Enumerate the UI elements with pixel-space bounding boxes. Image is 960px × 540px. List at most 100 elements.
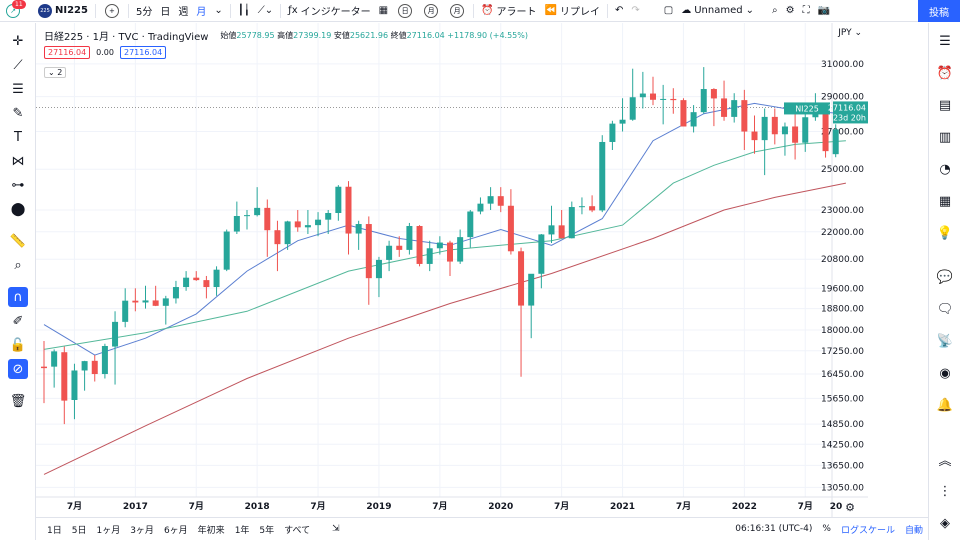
indicators-button[interactable]: ƒx インジケーター — [284, 0, 374, 22]
bid-ask-row: 27116.04 0.00 27116.04 — [44, 46, 167, 59]
zoom-icon[interactable]: ⌕ — [14, 257, 22, 273]
candle — [690, 105, 697, 133]
candle — [721, 80, 728, 121]
interval-month[interactable]: 月 — [196, 7, 207, 18]
candle-body — [497, 196, 504, 206]
percent-scale-toggle[interactable]: % — [822, 524, 831, 534]
log-scale-toggle[interactable]: ログスケール — [840, 525, 895, 536]
collapse-icon[interactable]: ︽ — [938, 453, 952, 469]
compare-month2-button[interactable]: 月 — [444, 0, 470, 22]
compare-month-button[interactable]: 月 — [418, 0, 444, 22]
range-5d[interactable]: 5日 — [71, 525, 87, 536]
replay-button[interactable]: ⏪ リプレイ — [541, 0, 604, 22]
ideas-icon[interactable]: 💡 — [936, 225, 954, 241]
dom-icon[interactable]: ⋮ — [938, 483, 952, 499]
shapes-icon[interactable]: ⬤ — [10, 201, 26, 217]
calendar-icon[interactable]: ▦ — [938, 193, 952, 209]
search-button[interactable]: ⌕ — [768, 0, 782, 22]
axis-settings-gear-icon[interactable]: ⚙ — [845, 501, 855, 514]
candle-body — [447, 242, 453, 262]
candle-body — [741, 100, 748, 132]
chat-icon[interactable]: 💬 — [936, 269, 954, 285]
candle — [223, 229, 230, 272]
time-tick-label: 2017 — [123, 502, 148, 512]
text-icon[interactable]: T — [14, 129, 22, 145]
calendar-clock-icon[interactable]: ◔ — [939, 161, 951, 177]
crosshair-icon[interactable]: ✛ — [12, 33, 24, 49]
symbol-search-button[interactable]: 225 NI225 — [34, 0, 92, 22]
trash-icon[interactable]: 🗑 — [9, 393, 27, 409]
hide-drawings-icon[interactable]: ⊘ — [8, 359, 28, 379]
chart-type-button[interactable]: ⟋⌄ — [254, 0, 277, 22]
candlestick-chart[interactable]: 31000.00 29000.00 27000.00 25000.00 23000.00… — [36, 23, 868, 517]
goto-date-icon[interactable]: ⇲ — [332, 524, 340, 534]
bid-price[interactable]: 27116.04 — [44, 46, 91, 59]
chart-pane[interactable]: 31000.00 29000.00 27000.00 25000.00 23000.00… — [36, 23, 868, 517]
interval-week[interactable]: 週 — [178, 7, 189, 18]
fullscreen-select-button[interactable]: ▢ — [660, 0, 677, 22]
alerts-icon[interactable]: ⏰ — [936, 65, 954, 81]
range-1y[interactable]: 1年 — [234, 525, 250, 536]
range-1d[interactable]: 1日 — [47, 525, 62, 536]
brush-icon[interactable]: ✎ — [12, 105, 24, 121]
indicators-toggle[interactable]: ⌄ 2 — [44, 67, 67, 78]
broadcast-icon[interactable]: ◉ — [939, 365, 951, 381]
undo-button[interactable]: ↶ — [611, 0, 627, 22]
grid-icon: ▦ — [378, 5, 389, 16]
bar-style-button[interactable]: ┃╽ — [234, 0, 254, 22]
add-symbol-button[interactable]: + — [99, 0, 125, 22]
candle-body — [467, 211, 474, 238]
candle — [142, 285, 149, 309]
range-1m[interactable]: 1ヶ月 — [96, 525, 121, 536]
watchlist-icon[interactable]: ☰ — [939, 33, 951, 49]
redo-button[interactable]: ↷ — [627, 0, 643, 22]
templates-button[interactable]: ▦ — [375, 0, 392, 22]
clock-time[interactable]: 06:16:31 (UTC-4) — [735, 524, 813, 534]
interval-day[interactable]: 日 — [160, 7, 171, 18]
ask-price[interactable]: 27116.04 — [119, 46, 167, 59]
fullscreen-button[interactable]: ⛶ — [799, 0, 814, 22]
layout-name-button[interactable]: ☁ Unnamed ⌄ — [677, 0, 758, 22]
candle-body — [193, 277, 200, 281]
interval-5m[interactable]: 5分 — [135, 7, 153, 18]
hotlist-icon[interactable]: ▥ — [938, 129, 952, 145]
range-5y[interactable]: 5年 — [259, 525, 275, 536]
unlock-icon[interactable]: 🔓 — [9, 337, 27, 353]
range-6m[interactable]: 6ヶ月 — [163, 525, 188, 536]
candle — [660, 84, 667, 125]
candle — [507, 189, 514, 255]
settings-button[interactable]: ⚙ — [782, 0, 799, 22]
snapshot-button[interactable]: 📷 — [814, 0, 834, 22]
prediction-icon[interactable]: ⊶ — [11, 177, 25, 193]
fib-icon[interactable]: ☰ — [12, 81, 24, 97]
price-tick-label: 13650.00 — [821, 461, 864, 471]
range-ytd[interactable]: 年初来 — [197, 525, 225, 536]
compare-day-button[interactable]: 日 — [392, 0, 418, 22]
notifications-icon[interactable]: 🔔 — [936, 397, 954, 413]
candle-body — [335, 186, 342, 213]
candle — [518, 247, 525, 377]
candle-body — [660, 98, 667, 100]
trendline-icon[interactable]: ⟋ — [13, 57, 23, 73]
streams-icon[interactable]: 📡 — [936, 333, 954, 349]
datawindow-icon[interactable]: ▤ — [938, 97, 952, 113]
pattern-icon[interactable]: ⋈ — [11, 153, 25, 169]
currency-label: JPY ⌄ — [837, 28, 862, 38]
candle — [457, 229, 464, 264]
magnet-icon[interactable]: ∩ — [8, 287, 28, 307]
messages-icon[interactable]: 🗨 — [936, 301, 954, 317]
candle-body — [629, 97, 636, 120]
ruler-icon[interactable]: 📏 — [9, 233, 27, 249]
range-all[interactable]: すべて — [284, 525, 311, 536]
user-menu-button[interactable]: ↗ 11 — [0, 0, 26, 22]
layers-icon[interactable]: ◈ — [940, 515, 950, 531]
range-3m[interactable]: 3ヶ月 — [130, 525, 154, 536]
countdown-label: 23d 20h — [833, 113, 866, 122]
auto-scale-toggle[interactable]: 自動 — [904, 525, 923, 536]
publish-button[interactable]: 投稿 — [918, 0, 960, 22]
alert-button[interactable]: ⏰ アラート — [477, 0, 540, 22]
lock-drawings-icon[interactable]: ✐ — [12, 313, 24, 329]
candle — [436, 236, 443, 255]
interval-dropdown-icon[interactable]: ⌄ — [214, 5, 223, 16]
candle-body — [122, 300, 129, 322]
